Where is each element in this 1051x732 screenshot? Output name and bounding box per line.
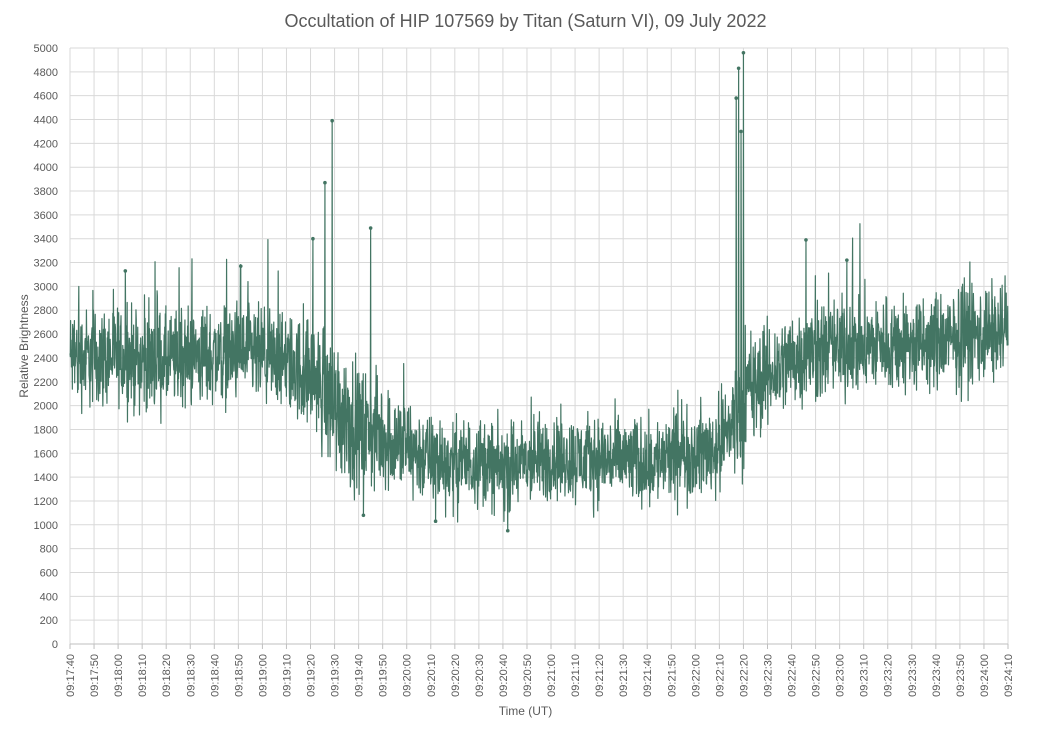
x-tick-label: 09:20:30 (474, 654, 486, 697)
data-point (330, 118, 334, 123)
x-tick-label: 09:22:30 (762, 654, 774, 697)
y-tick-label: 2600 (34, 329, 58, 341)
y-tick-label: 2000 (34, 401, 58, 413)
x-tick-label: 09:21:40 (642, 654, 654, 697)
y-tick-label: 4800 (34, 67, 58, 79)
data-point (433, 519, 438, 524)
x-tick-label: 09:21:30 (618, 654, 630, 697)
x-tick-label: 09:19:40 (354, 654, 366, 697)
x-tick-label: 09:22:20 (738, 654, 750, 697)
x-tick-label: 09:21:10 (570, 654, 582, 697)
x-tick-label: 09:20:00 (402, 654, 414, 697)
x-tick-label: 09:23:00 (835, 654, 847, 697)
x-tick-label: 09:18:10 (137, 654, 149, 697)
y-tick-label: 0 (52, 639, 58, 651)
y-tick-label: 3200 (34, 258, 58, 270)
x-tick-label: 09:18:30 (185, 654, 197, 697)
data-point (804, 238, 808, 242)
x-tick-label: 09:19:30 (330, 654, 342, 697)
x-tick-label: 09:21:00 (546, 654, 558, 697)
y-tick-label: 2400 (34, 353, 58, 365)
y-axis-title: Relative Brightness (17, 294, 31, 398)
x-tick-label: 09:23:10 (859, 654, 871, 697)
x-tick-label: 09:17:40 (65, 654, 77, 697)
data-point (368, 226, 373, 230)
data-point (238, 264, 243, 268)
x-tick-label: 09:22:00 (690, 654, 702, 697)
y-tick-label: 1200 (34, 496, 58, 508)
x-axis-title: Time (UT) (498, 704, 553, 718)
x-tick-label: 09:18:20 (161, 654, 173, 697)
x-tick-label: 09:19:10 (281, 654, 293, 697)
x-tick-label: 09:19:00 (257, 654, 269, 697)
data-point (734, 96, 739, 100)
y-tick-label: 1800 (34, 424, 58, 436)
y-axis-ticks: 0 200 400 600 800 1000 1200 1400 1600 1800 2000 220… (34, 43, 58, 651)
x-tick-label: 09:24:00 (979, 654, 991, 697)
y-tick-label: 4000 (34, 162, 58, 174)
x-tick-label: 09:17:50 (89, 654, 101, 697)
x-tick-label: 09:20:50 (522, 654, 534, 697)
chart-title: Occultation of HIP 107569 by Titan (Satu… (284, 11, 767, 31)
x-tick-label: 09:18:00 (113, 654, 125, 697)
x-tick-label: 09:22:50 (811, 654, 823, 697)
x-tick-label: 09:18:50 (233, 654, 245, 697)
x-tick-label: 09:22:10 (714, 654, 726, 697)
x-tick-label: 09:19:20 (306, 654, 318, 697)
y-tick-label: 800 (40, 544, 58, 556)
y-tick-label: 200 (40, 615, 58, 627)
y-tick-label: 4600 (34, 91, 58, 103)
y-tick-label: 3400 (34, 234, 58, 246)
x-axis-ticks: 09:17:40 09:17:50 09:18:00 09:18:10 09:18:20… (65, 654, 1015, 697)
x-tick-label: 09:21:50 (666, 654, 678, 697)
x-tick-label: 09:24:10 (1003, 654, 1015, 697)
data-point (741, 50, 746, 55)
x-tick-label: 09:23:20 (883, 654, 895, 697)
data-point (361, 513, 366, 518)
data-point (323, 180, 327, 185)
x-tick-label: 09:19:50 (378, 654, 390, 697)
y-tick-label: 1000 (34, 520, 58, 532)
data-point (736, 66, 741, 71)
x-tick-label: 09:18:40 (209, 654, 221, 697)
y-tick-label: 1400 (34, 472, 58, 484)
y-tick-label: 5000 (34, 43, 58, 55)
x-tick-label: 09:20:40 (498, 654, 510, 697)
y-tick-label: 2800 (34, 305, 58, 317)
data-point (739, 129, 743, 134)
x-tick-label: 09:21:20 (594, 654, 606, 697)
x-tick-label: 09:20:10 (426, 654, 438, 697)
y-tick-label: 600 (40, 567, 58, 579)
x-tick-label: 09:22:40 (787, 654, 799, 697)
y-tick-label: 400 (40, 591, 58, 603)
y-tick-label: 4400 (34, 115, 58, 127)
x-tick-label: 09:20:20 (450, 654, 462, 697)
data-point (505, 528, 510, 533)
x-tick-label: 09:23:30 (907, 654, 919, 697)
x-tick-label: 09:23:50 (955, 654, 967, 697)
data-point (845, 258, 849, 262)
data-point (123, 269, 128, 273)
y-tick-label: 3800 (34, 186, 58, 198)
y-tick-label: 4200 (34, 138, 58, 150)
y-tick-label: 2200 (34, 377, 58, 389)
data-point (311, 236, 315, 241)
y-tick-label: 3600 (34, 210, 58, 222)
x-tick-label: 09:23:40 (931, 654, 943, 697)
series-line (69, 52, 1009, 532)
series-group (69, 50, 1009, 533)
y-tick-label: 3000 (34, 281, 58, 293)
y-tick-label: 1600 (34, 448, 58, 460)
